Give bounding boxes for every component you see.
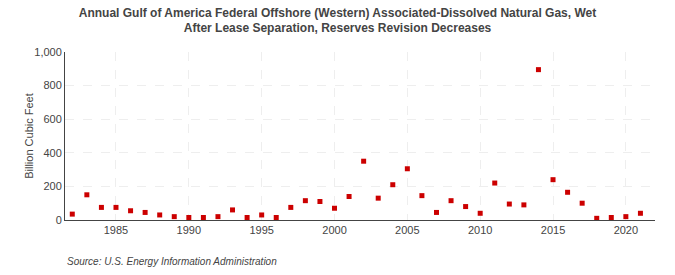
svg-text:400: 400 xyxy=(43,147,61,159)
svg-text:2005: 2005 xyxy=(395,224,419,236)
svg-text:200: 200 xyxy=(43,180,61,192)
svg-text:Billion Cubic Feet: Billion Cubic Feet xyxy=(23,93,35,179)
svg-text:1990: 1990 xyxy=(177,224,201,236)
svg-text:1995: 1995 xyxy=(249,224,273,236)
svg-text:1985: 1985 xyxy=(104,224,128,236)
svg-text:800: 800 xyxy=(43,79,61,91)
svg-text:2020: 2020 xyxy=(614,224,638,236)
svg-text:2015: 2015 xyxy=(541,224,565,236)
svg-text:Annual Gulf of America Federal: Annual Gulf of America Federal Offshore … xyxy=(79,6,596,36)
svg-text:0: 0 xyxy=(56,214,62,226)
svg-text:Source: U.S. Energy Informatio: Source: U.S. Energy Information Administ… xyxy=(67,256,277,267)
svg-text:2010: 2010 xyxy=(468,224,492,236)
svg-text:1,000: 1,000 xyxy=(34,46,62,58)
svg-text:600: 600 xyxy=(43,113,61,125)
svg-text:2000: 2000 xyxy=(322,224,346,236)
